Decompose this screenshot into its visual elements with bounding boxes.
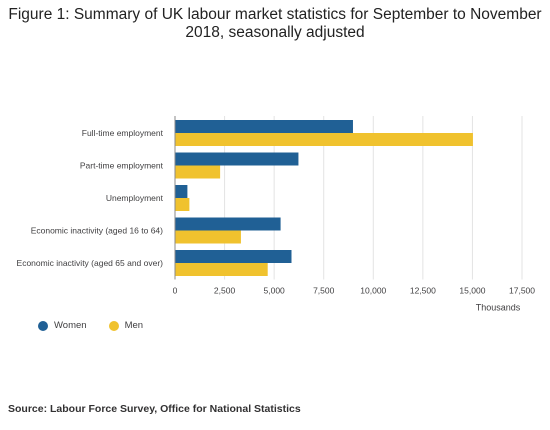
bar-women (175, 152, 299, 166)
x-tick-label: 12,500 (410, 286, 436, 296)
x-tick-label: 10,000 (360, 286, 386, 296)
chart-title: Figure 1: Summary of UK labour market st… (8, 6, 542, 41)
x-tick-labels: 0 2,500 5,000 7,500 10,000 12,500 15,000 17,500 (173, 286, 536, 296)
legend-label-women: Women (54, 320, 87, 331)
bar-women (175, 120, 353, 133)
legend-swatch-men (108, 320, 119, 331)
bar-men (175, 198, 190, 211)
bar-women (175, 250, 292, 263)
bar-men (175, 165, 221, 179)
legend-item-men: Men (108, 320, 144, 331)
category-label: Part-time employment (80, 161, 164, 171)
x-tick-label: 17,500 (509, 286, 535, 296)
x-tick-label: 5,000 (264, 286, 286, 296)
bar-men (175, 133, 473, 146)
x-tick-label: 15,000 (459, 286, 485, 296)
bar-men (175, 263, 268, 276)
legend: Women Men (38, 320, 143, 331)
category-labels: Full-time employment Part-time employment… (17, 128, 164, 268)
legend-label-men: Men (124, 320, 144, 331)
x-tick-label: 2,500 (214, 286, 236, 296)
bar-men (175, 230, 241, 244)
source-note: Source: Labour Force Survey, Office for … (8, 403, 301, 415)
category-label: Full-time employment (82, 128, 164, 138)
x-axis-title: Thousands (476, 303, 521, 313)
category-label: Unemployment (106, 193, 164, 203)
legend-item-women: Women (38, 320, 87, 331)
bar-chart: Full-time employment Part-time employment… (17, 116, 536, 313)
bar-women (175, 185, 188, 198)
category-label: Economic inactivity (aged 16 to 64) (31, 226, 163, 236)
x-tick-label: 0 (173, 286, 178, 296)
x-tick-label: 7,500 (313, 286, 335, 296)
bars (175, 120, 473, 276)
category-label: Economic inactivity (aged 65 and over) (17, 258, 164, 268)
bar-women (175, 217, 281, 231)
legend-swatch-women (38, 320, 48, 331)
